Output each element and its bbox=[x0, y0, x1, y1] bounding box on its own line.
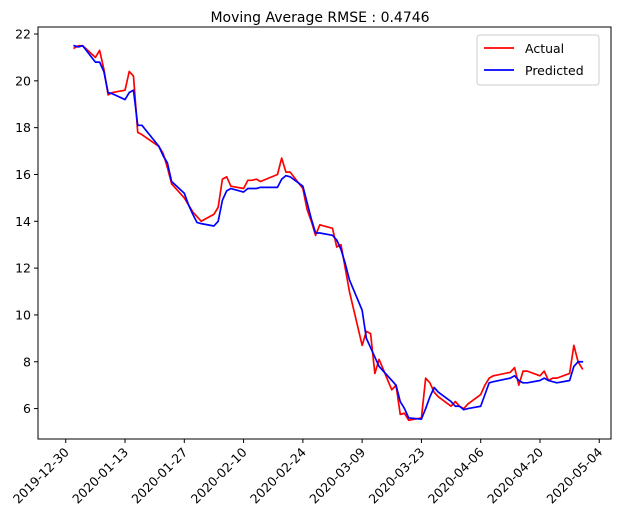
y-tick-label: 8 bbox=[23, 354, 31, 369]
chart-title: Moving Average RMSE : 0.4746 bbox=[210, 10, 429, 26]
y-tick-label: 16 bbox=[15, 167, 31, 182]
plot-frame bbox=[37, 26, 612, 440]
y-tick-label: 12 bbox=[15, 261, 31, 276]
y-tick-label: 14 bbox=[15, 214, 31, 229]
y-tick-label: 6 bbox=[23, 401, 31, 416]
y-tick-label: 18 bbox=[15, 120, 31, 135]
y-axis: 6 8 10 12 14 16 18 20 22 bbox=[15, 27, 38, 416]
series-layer bbox=[73, 44, 584, 422]
legend-label-predicted: Predicted bbox=[525, 63, 584, 78]
legend: Actual Predicted bbox=[476, 34, 600, 86]
legend-label-actual: Actual bbox=[525, 41, 564, 56]
y-tick-label: 20 bbox=[15, 73, 31, 88]
series-line-predicted bbox=[73, 44, 584, 420]
y-tick-label: 10 bbox=[15, 307, 31, 322]
y-tick-label: 22 bbox=[15, 27, 31, 42]
